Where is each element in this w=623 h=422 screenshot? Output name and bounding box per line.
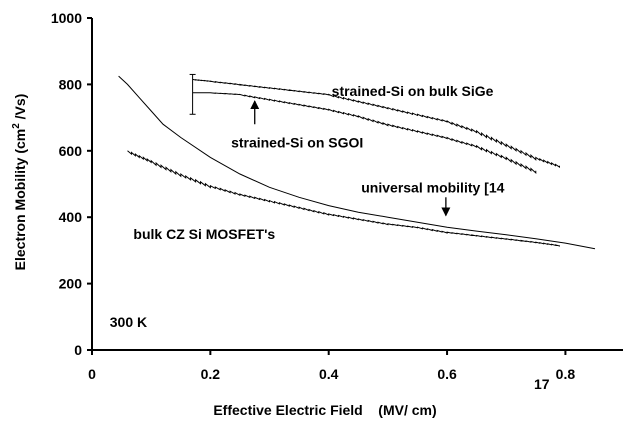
x-tick-label: 0.4 — [319, 366, 339, 382]
y-tick-label: 1000 — [51, 10, 82, 26]
x-axis-label: Effective Electric Field (MV/ cm) — [213, 402, 436, 418]
annotation-label: 300 K — [110, 314, 147, 330]
annotation-label: strained-Si on bulk SiGe — [332, 83, 494, 99]
plot-axes — [91, 18, 623, 351]
annotation-label: universal mobility [14 — [361, 179, 504, 195]
y-tick-label: 200 — [59, 276, 83, 292]
x-tick-label: 0.6 — [437, 366, 457, 382]
series-line-2 — [118, 75, 596, 250]
series-line-0 — [192, 78, 560, 169]
series-line-1 — [192, 92, 537, 175]
x-tick-label: 0.2 — [201, 366, 221, 382]
annotation-label: strained-Si on SGOI — [231, 134, 363, 150]
data-series — [118, 73, 596, 250]
y-tick-label: 0 — [74, 342, 82, 358]
y-tick-label: 800 — [59, 76, 83, 92]
annotations: strained-Si on bulk SiGe strained-Si on S… — [110, 83, 505, 330]
overlay-label: 17 — [534, 376, 550, 392]
y-axis-label: Electron Mobility (cm2 /Vs) — [11, 94, 28, 271]
annotation-label: bulk CZ Si MOSFET's — [133, 226, 275, 242]
y-tick-label: 400 — [59, 209, 83, 225]
x-tick-label: 0.8 — [556, 366, 576, 382]
y-tick-label: 600 — [59, 143, 83, 159]
x-tick-label: 0 — [88, 366, 96, 382]
axis-ticks: 0 200 400 600 800 1000 0 0.2 0.4 0.6 0.8 — [51, 10, 576, 382]
series-line-3 — [127, 150, 560, 247]
